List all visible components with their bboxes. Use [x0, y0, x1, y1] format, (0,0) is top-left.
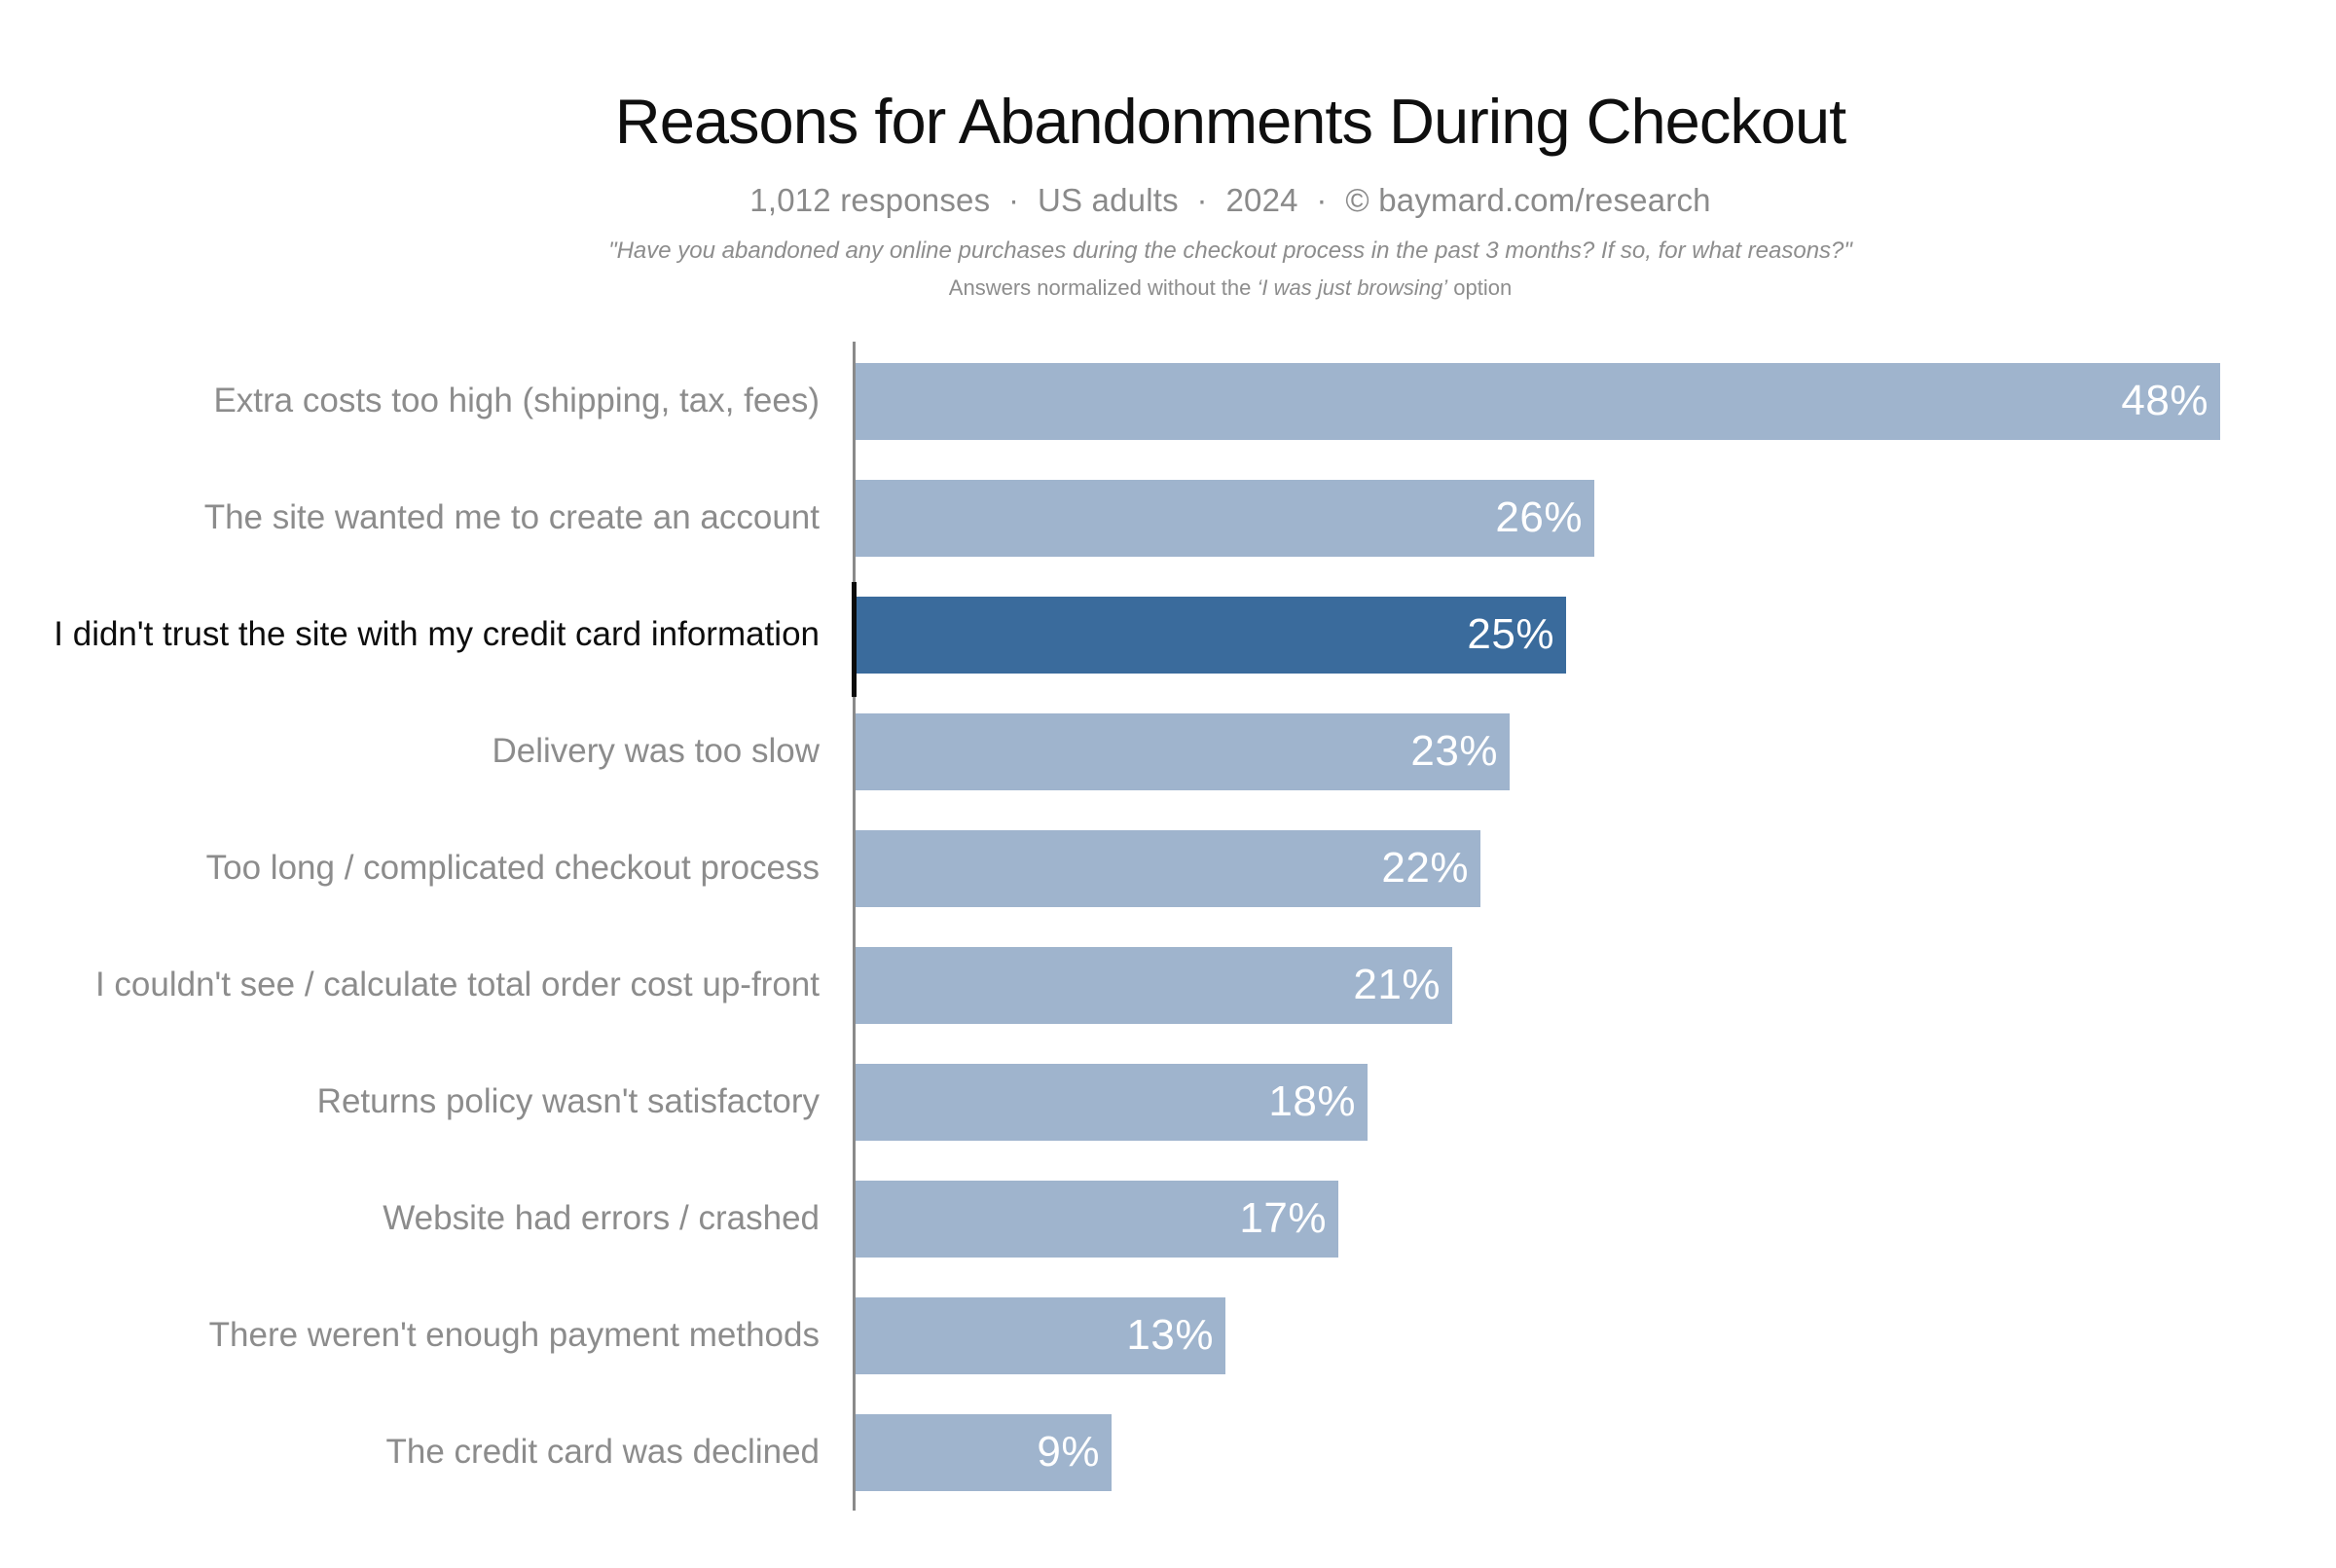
- bar: 9%: [856, 1413, 1112, 1491]
- bar-track: 21%: [853, 946, 2336, 1024]
- chart-row: Too long / complicated checkout process 2…: [0, 810, 2336, 927]
- chart-row: Returns policy wasn't satisfactory 18%: [0, 1043, 2336, 1160]
- value-label: 9%: [1037, 1428, 1100, 1476]
- survey-note-prefix: Answers normalized without the: [948, 275, 1258, 301]
- category-label: Extra costs too high (shipping, tax, fee…: [213, 381, 820, 419]
- survey-note: Answers normalized without the ‘I was ju…: [125, 273, 2336, 303]
- chart-row: The site wanted me to create an account 2…: [0, 459, 2336, 576]
- value-label: 25%: [1467, 610, 1554, 658]
- bar-track: 18%: [853, 1063, 2336, 1141]
- category-label: The site wanted me to create an account: [203, 497, 820, 536]
- value-label: 48%: [2121, 377, 2208, 424]
- bar: 23%: [856, 712, 1510, 790]
- bar-track: 17%: [853, 1180, 2336, 1258]
- chart-header: Reasons for Abandonments During Checkout…: [125, 0, 2336, 303]
- category-label: I didn't trust the site with my credit c…: [54, 614, 820, 653]
- bar: 26%: [856, 479, 1594, 557]
- value-label: 13%: [1126, 1311, 1214, 1359]
- bar-track: 22%: [853, 829, 2336, 907]
- survey-question: "Have you abandoned any online purchases…: [608, 237, 1852, 265]
- bar: 18%: [856, 1063, 1368, 1141]
- chart-row: I didn't trust the site with my credit c…: [0, 576, 2336, 693]
- category-label: Returns policy wasn't satisfactory: [316, 1081, 820, 1120]
- category-label: Website had errors / crashed: [383, 1198, 820, 1237]
- bar: 22%: [856, 829, 1480, 907]
- chart-row: Delivery was too slow 23%: [0, 693, 2336, 810]
- category-label: There weren't enough payment methods: [208, 1315, 820, 1354]
- chart-subtitle: 1,012 responses · US adults · 2024 · © b…: [749, 181, 1711, 218]
- category-label: I couldn't see / calculate total order c…: [94, 965, 820, 1003]
- chart-row: There weren't enough payment methods 13%: [0, 1277, 2336, 1394]
- bar-track: 25%: [853, 596, 2336, 674]
- y-axis-highlight-segment: [852, 582, 857, 697]
- bar-track: 9%: [853, 1413, 2336, 1491]
- survey-note-suffix: option: [1447, 275, 1513, 301]
- bar: 21%: [856, 946, 1452, 1024]
- bar-chart: Extra costs too high (shipping, tax, fee…: [0, 343, 2336, 1511]
- chart-row: The credit card was declined 9%: [0, 1394, 2336, 1511]
- bar-track: 26%: [853, 479, 2336, 557]
- bar-track: 48%: [853, 362, 2336, 440]
- bar: 13%: [856, 1296, 1225, 1374]
- bar-highlighted: 25%: [856, 596, 1566, 674]
- value-label: 22%: [1381, 844, 1469, 892]
- category-label: The credit card was declined: [385, 1432, 821, 1471]
- chart-row: Extra costs too high (shipping, tax, fee…: [0, 343, 2336, 459]
- y-axis-line: [853, 342, 856, 1511]
- bar: 17%: [856, 1180, 1338, 1258]
- chart-row: Website had errors / crashed 17%: [0, 1160, 2336, 1277]
- value-label: 26%: [1495, 493, 1583, 541]
- bar: 48%: [856, 362, 2220, 440]
- chart-row: I couldn't see / calculate total order c…: [0, 927, 2336, 1043]
- category-label: Too long / complicated checkout process: [205, 848, 820, 887]
- category-label: Delivery was too slow: [492, 731, 821, 770]
- value-label: 18%: [1268, 1077, 1356, 1125]
- bar-track: 13%: [853, 1296, 2336, 1374]
- value-label: 23%: [1410, 727, 1498, 775]
- bar-track: 23%: [853, 712, 2336, 790]
- value-label: 17%: [1239, 1194, 1327, 1242]
- survey-note-italic: ‘I was just browsing’: [1257, 275, 1448, 301]
- chart-title: Reasons for Abandonments During Checkout: [614, 86, 1846, 157]
- value-label: 21%: [1353, 961, 1441, 1008]
